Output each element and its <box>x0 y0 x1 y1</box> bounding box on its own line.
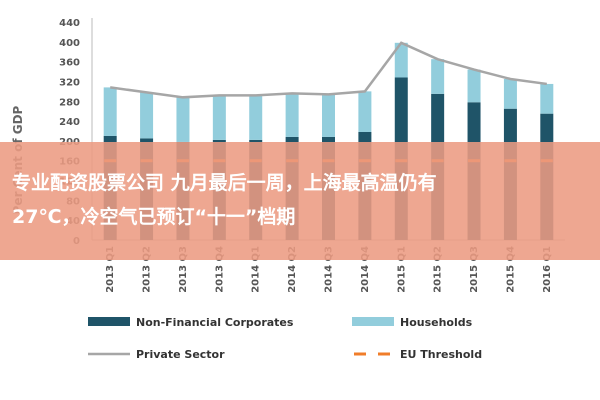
x-tick-label: 2014 Q4 <box>360 246 371 293</box>
x-tick-label: 2016 Q1 <box>542 246 553 293</box>
x-tick-label: 2014 Q1 <box>251 246 262 293</box>
line-private-sector <box>110 41 547 99</box>
y-tick-label: 280 <box>59 97 80 108</box>
bar-households-4 <box>249 95 263 140</box>
bar-households-10 <box>467 69 481 103</box>
y-tick-label: 360 <box>59 58 80 69</box>
bar-households-2 <box>176 97 190 142</box>
bar-households-6 <box>322 94 335 137</box>
bar-households-8 <box>394 42 408 78</box>
legend-label-private-sector: Private Sector <box>136 348 225 361</box>
x-tick-label: 2015 Q2 <box>433 246 444 293</box>
x-tick-label: 2013 Q2 <box>142 246 153 293</box>
x-ticks: 2013 Q1 2013 Q2 2013 Q3 2013 Q4 2014 Q1 2014 … <box>105 246 553 293</box>
bar-households-12 <box>540 83 554 114</box>
headline-overlay: 专业配资股票公司 九月最后一周，上海最高温仍有 27℃，冷空气已预订“十一”档期 <box>0 142 600 260</box>
bar-households-1 <box>140 92 154 139</box>
x-tick-label: 2013 Q3 <box>178 246 189 293</box>
y-tick-label: 440 <box>59 18 80 29</box>
legend-swatch-non-financial-corporates <box>88 317 130 326</box>
legend-label-eu-threshold: EU Threshold <box>400 348 482 361</box>
bar-households-0 <box>103 87 117 136</box>
x-tick-label: 2015 Q3 <box>469 246 480 293</box>
x-tick-label: 2013 Q4 <box>214 246 225 293</box>
bar-households-9 <box>431 59 445 94</box>
headline-line-1: 专业配资股票公司 九月最后一周，上海最高温仍有 <box>12 172 437 194</box>
x-tick-label: 2015 Q4 <box>505 246 516 293</box>
headline-text: 专业配资股票公司 九月最后一周，上海最高温仍有 27℃，冷空气已预订“十一”档期 <box>12 166 592 234</box>
bar-households-7 <box>358 91 372 132</box>
x-tick-label: 2015 Q1 <box>396 246 407 293</box>
x-tick-label: 2014 Q3 <box>324 246 335 293</box>
x-tick-label: 2013 Q1 <box>105 246 116 293</box>
legend-label-non-financial-corporates: Non-Financial Corporates <box>136 316 294 329</box>
y-tick-label: 400 <box>59 38 80 49</box>
y-tick-label: 240 <box>59 117 80 128</box>
headline-line-2: 27℃，冷空气已预订“十一”档期 <box>12 206 296 228</box>
y-tick-label: 320 <box>59 77 80 88</box>
legend: Non-Financial Corporates Households Privat… <box>88 316 482 361</box>
legend-swatch-households <box>352 317 394 326</box>
x-tick-label: 2014 Q2 <box>287 246 298 293</box>
bar-households-3 <box>212 95 226 140</box>
legend-label-households: Households <box>400 316 473 329</box>
bar-households-11 <box>503 78 517 109</box>
bar-households-5 <box>285 93 299 137</box>
